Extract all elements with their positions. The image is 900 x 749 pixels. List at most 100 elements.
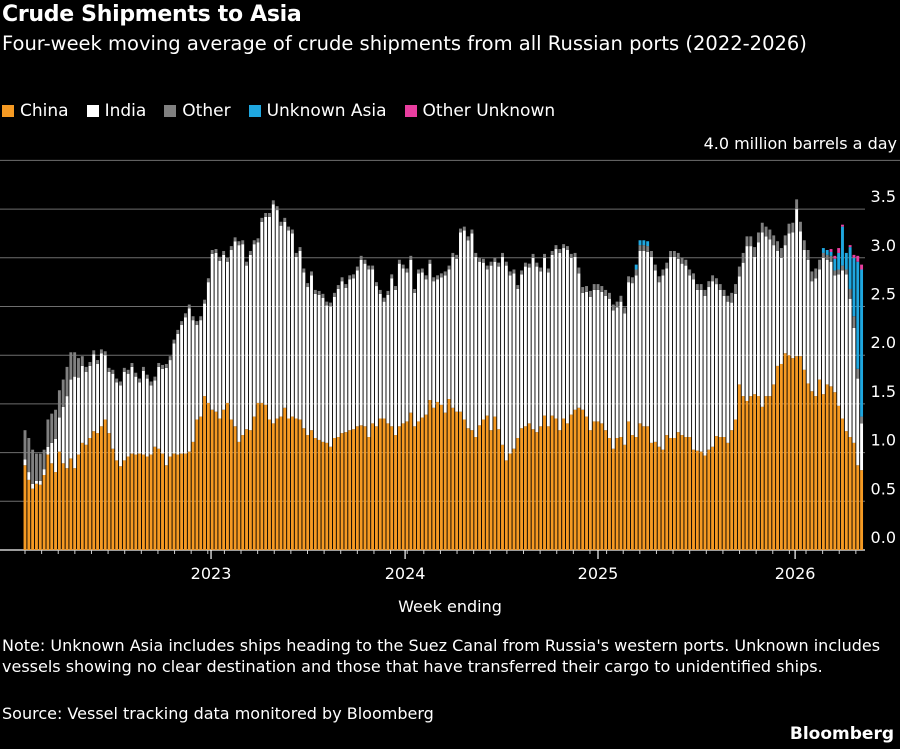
bar-segment-other bbox=[829, 255, 833, 262]
bar-segment-india bbox=[810, 281, 814, 392]
bar-segment-india bbox=[787, 233, 791, 356]
bar-segment-other bbox=[630, 277, 634, 284]
bar-segment-other bbox=[554, 245, 558, 250]
bar-segment-india bbox=[508, 275, 512, 454]
bar-segment-india bbox=[474, 256, 478, 438]
bar-segment-china bbox=[218, 418, 222, 550]
bar-segment-india bbox=[573, 256, 577, 410]
bar-segment-other bbox=[776, 241, 779, 251]
bar-segment-other bbox=[856, 368, 860, 379]
bar-segment-unknown-asia bbox=[841, 226, 844, 266]
bar-segment-other bbox=[61, 379, 65, 407]
bar-segment-china bbox=[539, 426, 543, 550]
bar-segment-china bbox=[340, 433, 344, 550]
bar-segment-india bbox=[493, 261, 497, 417]
bar-segment-india bbox=[374, 286, 378, 427]
bar-segment-china bbox=[363, 426, 367, 550]
bar-segment-china bbox=[256, 402, 260, 550]
bar-segment-india bbox=[313, 293, 317, 438]
bar-segment-china bbox=[581, 409, 585, 550]
bar-segment-other bbox=[688, 269, 692, 276]
bar-segment-india bbox=[470, 233, 474, 431]
bar-segment-india bbox=[394, 289, 397, 436]
bar-segment-china bbox=[378, 418, 382, 550]
bar-segment-other bbox=[481, 258, 485, 263]
bar-segment-china bbox=[585, 416, 588, 550]
bar-segment-india bbox=[485, 269, 489, 416]
bar-segment-china bbox=[627, 421, 631, 550]
bar-segment-unknown-asia bbox=[829, 251, 833, 256]
bar-segment-other bbox=[302, 268, 306, 273]
bar-segment-india bbox=[829, 261, 833, 387]
bar-segment-india bbox=[646, 251, 650, 427]
bar-segment-china bbox=[692, 449, 695, 550]
bar-segment-china bbox=[298, 419, 302, 550]
bar-segment-india bbox=[604, 295, 608, 431]
bar-segment-other bbox=[665, 262, 669, 269]
bar-segment-india bbox=[623, 313, 627, 445]
bar-segment-india bbox=[367, 269, 371, 438]
bar-segment-india bbox=[642, 250, 646, 427]
bar-segment-china bbox=[806, 383, 810, 550]
bar-segment-india bbox=[122, 371, 126, 461]
bar-segment-india bbox=[722, 295, 726, 438]
bar-segment-india bbox=[153, 380, 157, 447]
bar-segment-india bbox=[684, 265, 688, 438]
bar-segment-india bbox=[791, 232, 795, 359]
bar-segment-india bbox=[187, 308, 191, 452]
bar-segment-other bbox=[287, 226, 291, 231]
bar-segment-china bbox=[80, 442, 84, 550]
bar-segment-other bbox=[409, 255, 413, 260]
bar-segment-other bbox=[138, 378, 142, 383]
bar-segment-india bbox=[306, 287, 310, 436]
bar-segment-china bbox=[841, 418, 844, 550]
bar-segment-other bbox=[470, 229, 474, 234]
bar-segment-india bbox=[176, 333, 180, 455]
bar-segment-india bbox=[359, 259, 363, 426]
bar-segment-china bbox=[543, 415, 546, 550]
bar-segment-china bbox=[508, 453, 512, 550]
bar-segment-other-unknown bbox=[848, 245, 852, 248]
bar-segment-other bbox=[474, 252, 478, 257]
bar-segment-china bbox=[451, 407, 455, 550]
bar-segment-india bbox=[550, 254, 554, 416]
bar-segment-india bbox=[726, 301, 730, 443]
bar-segment-china bbox=[229, 419, 233, 550]
bar-segment-unknown-asia bbox=[825, 250, 829, 255]
bar-segment-india bbox=[149, 385, 153, 455]
bar-segment-other bbox=[394, 286, 397, 290]
bar-segment-china bbox=[546, 426, 550, 550]
bar-segment-other bbox=[779, 248, 783, 258]
bar-segment-china bbox=[46, 454, 50, 550]
legend-item-other: Other bbox=[164, 101, 231, 121]
bar-segment-china bbox=[390, 426, 394, 550]
bar-segment-other bbox=[604, 289, 608, 296]
bar-segment-other bbox=[92, 350, 96, 355]
bar-segment-other bbox=[703, 289, 707, 296]
bar-segment-china bbox=[279, 416, 283, 550]
bar-segment-india bbox=[46, 446, 50, 455]
bar-segment-other bbox=[210, 250, 214, 254]
bar-segment-other bbox=[237, 241, 241, 246]
bar-segment-china bbox=[756, 396, 760, 550]
legend-label: Unknown Asia bbox=[266, 101, 387, 121]
bar-segment-other bbox=[310, 271, 313, 276]
bar-segment-other bbox=[172, 339, 176, 344]
bar-segment-other bbox=[711, 275, 715, 282]
bar-segment-india bbox=[84, 371, 88, 445]
legend-item-unknown-asia: Unknown Asia bbox=[248, 101, 387, 121]
bar-segment-india bbox=[409, 259, 413, 413]
bar-segment-china bbox=[741, 396, 745, 550]
bar-segment-india bbox=[730, 302, 734, 431]
bar-segment-india bbox=[31, 483, 35, 489]
bar-segment-other bbox=[329, 302, 333, 307]
bar-segment-india bbox=[279, 225, 283, 417]
bar-segment-china bbox=[730, 430, 734, 550]
bar-segment-china bbox=[195, 419, 199, 550]
bar-segment-india bbox=[390, 278, 394, 427]
legend: China India Other Unknown Asia Other Unk… bbox=[2, 101, 555, 121]
bar-segment-other bbox=[122, 367, 126, 372]
bar-segment-india bbox=[73, 376, 77, 469]
bar-segment-china bbox=[737, 384, 741, 550]
bar-segment-china bbox=[703, 455, 707, 550]
